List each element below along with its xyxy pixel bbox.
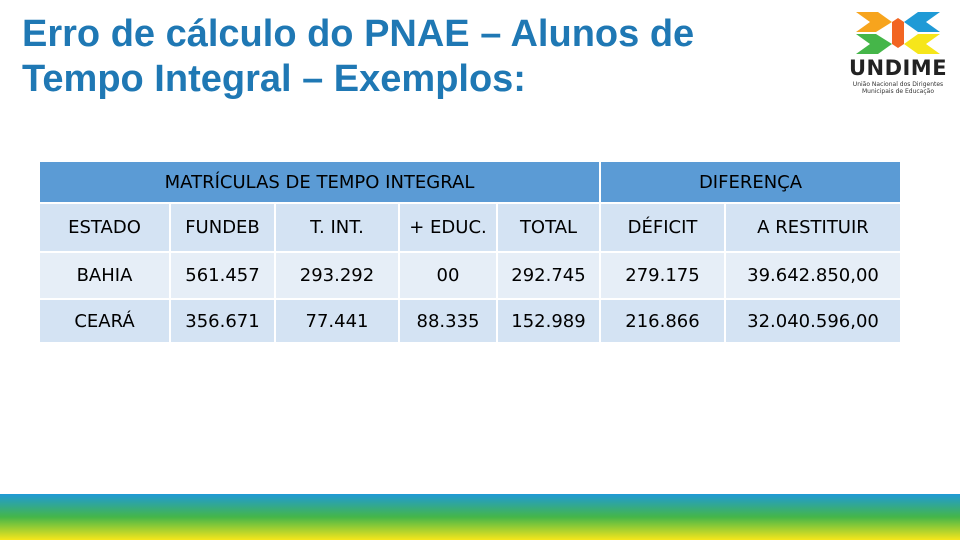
column-header-total: TOTAL — [496, 202, 601, 253]
cell-deficit: 216.866 — [599, 298, 726, 344]
cell-t-int: 77.441 — [274, 298, 400, 344]
cell-educ: 88.335 — [398, 298, 498, 344]
enrollment-table: MATRÍCULAS DE TEMPO INTEGRAL DIFERENÇA E… — [38, 160, 902, 344]
column-header-educ: + EDUC. — [398, 202, 498, 253]
undime-logo: UNDIME União Nacional dos Dirigentes Mun… — [846, 10, 950, 98]
column-header-fundeb: FUNDEB — [169, 202, 276, 253]
table-row: BAHIA 561.457 293.292 00 292.745 279.175… — [38, 251, 902, 300]
cell-deficit: 279.175 — [599, 251, 726, 300]
slide-title: Erro de cálculo do PNAE – Alunos de Temp… — [22, 12, 822, 102]
cell-fundeb: 561.457 — [169, 251, 276, 300]
cell-restituir: 39.642.850,00 — [724, 251, 902, 300]
cell-restituir: 32.040.596,00 — [724, 298, 902, 344]
cell-total: 152.989 — [496, 298, 601, 344]
column-header-restituir: A RESTITUIR — [724, 202, 902, 253]
slide-title-line-2: Tempo Integral – Exemplos: — [22, 58, 526, 100]
undime-logo-mark-icon — [856, 12, 940, 54]
group-header-row: MATRÍCULAS DE TEMPO INTEGRAL DIFERENÇA — [38, 160, 902, 204]
footer-gradient-stripe — [0, 494, 960, 540]
undime-subtitle: União Nacional dos Dirigentes Municipais… — [846, 81, 950, 95]
cell-estado: BAHIA — [38, 251, 171, 300]
column-header-estado: ESTADO — [38, 202, 171, 253]
column-header-deficit: DÉFICIT — [599, 202, 726, 253]
table-row: CEARÁ 356.671 77.441 88.335 152.989 216.… — [38, 298, 902, 344]
column-header-t-int: T. INT. — [274, 202, 400, 253]
cell-estado: CEARÁ — [38, 298, 171, 344]
undime-subtitle-line-1: União Nacional dos Dirigentes — [852, 81, 944, 88]
cell-educ: 00 — [398, 251, 498, 300]
cell-t-int: 293.292 — [274, 251, 400, 300]
cell-total: 292.745 — [496, 251, 601, 300]
undime-subtitle-line-2: Municipais de Educação — [861, 88, 935, 95]
group-header-diferenca: DIFERENÇA — [599, 160, 902, 204]
column-header-row: ESTADO FUNDEB T. INT. + EDUC. TOTAL DÉFI… — [38, 202, 902, 253]
slide-title-line-1: Erro de cálculo do PNAE – Alunos de — [22, 13, 695, 55]
cell-fundeb: 356.671 — [169, 298, 276, 344]
group-header-matriculas: MATRÍCULAS DE TEMPO INTEGRAL — [38, 160, 601, 204]
undime-wordmark: UNDIME — [848, 56, 948, 80]
